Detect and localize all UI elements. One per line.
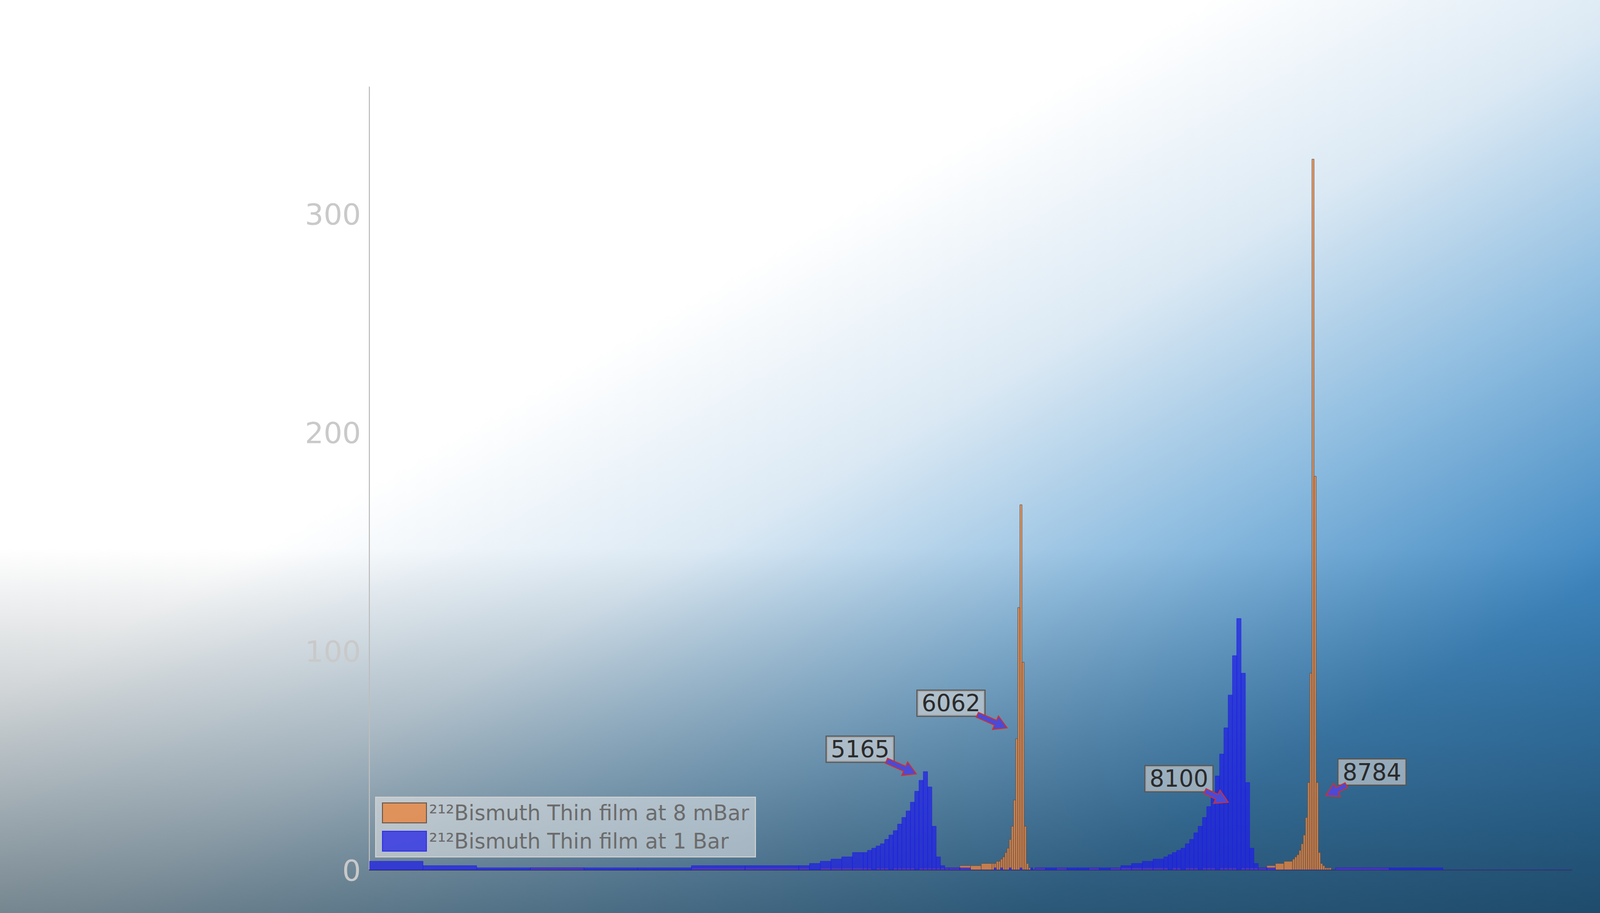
svg-text:5165: 5165 bbox=[830, 735, 890, 763]
svg-text:0: 0 bbox=[342, 852, 361, 887]
svg-text:6062: 6062 bbox=[921, 689, 981, 717]
svg-text:²¹²Bismuth Thin film at 1 Bar: ²¹²Bismuth Thin film at 1 Bar bbox=[429, 828, 730, 853]
svg-text:8784: 8784 bbox=[1342, 758, 1402, 786]
svg-text:200: 200 bbox=[304, 415, 361, 450]
svg-text:300: 300 bbox=[304, 196, 361, 232]
svg-text:8100: 8100 bbox=[1149, 764, 1209, 792]
svg-text:100: 100 bbox=[304, 633, 361, 668]
svg-text:²¹²Bismuth Thin film at 8 mBar: ²¹²Bismuth Thin film at 8 mBar bbox=[429, 800, 750, 825]
